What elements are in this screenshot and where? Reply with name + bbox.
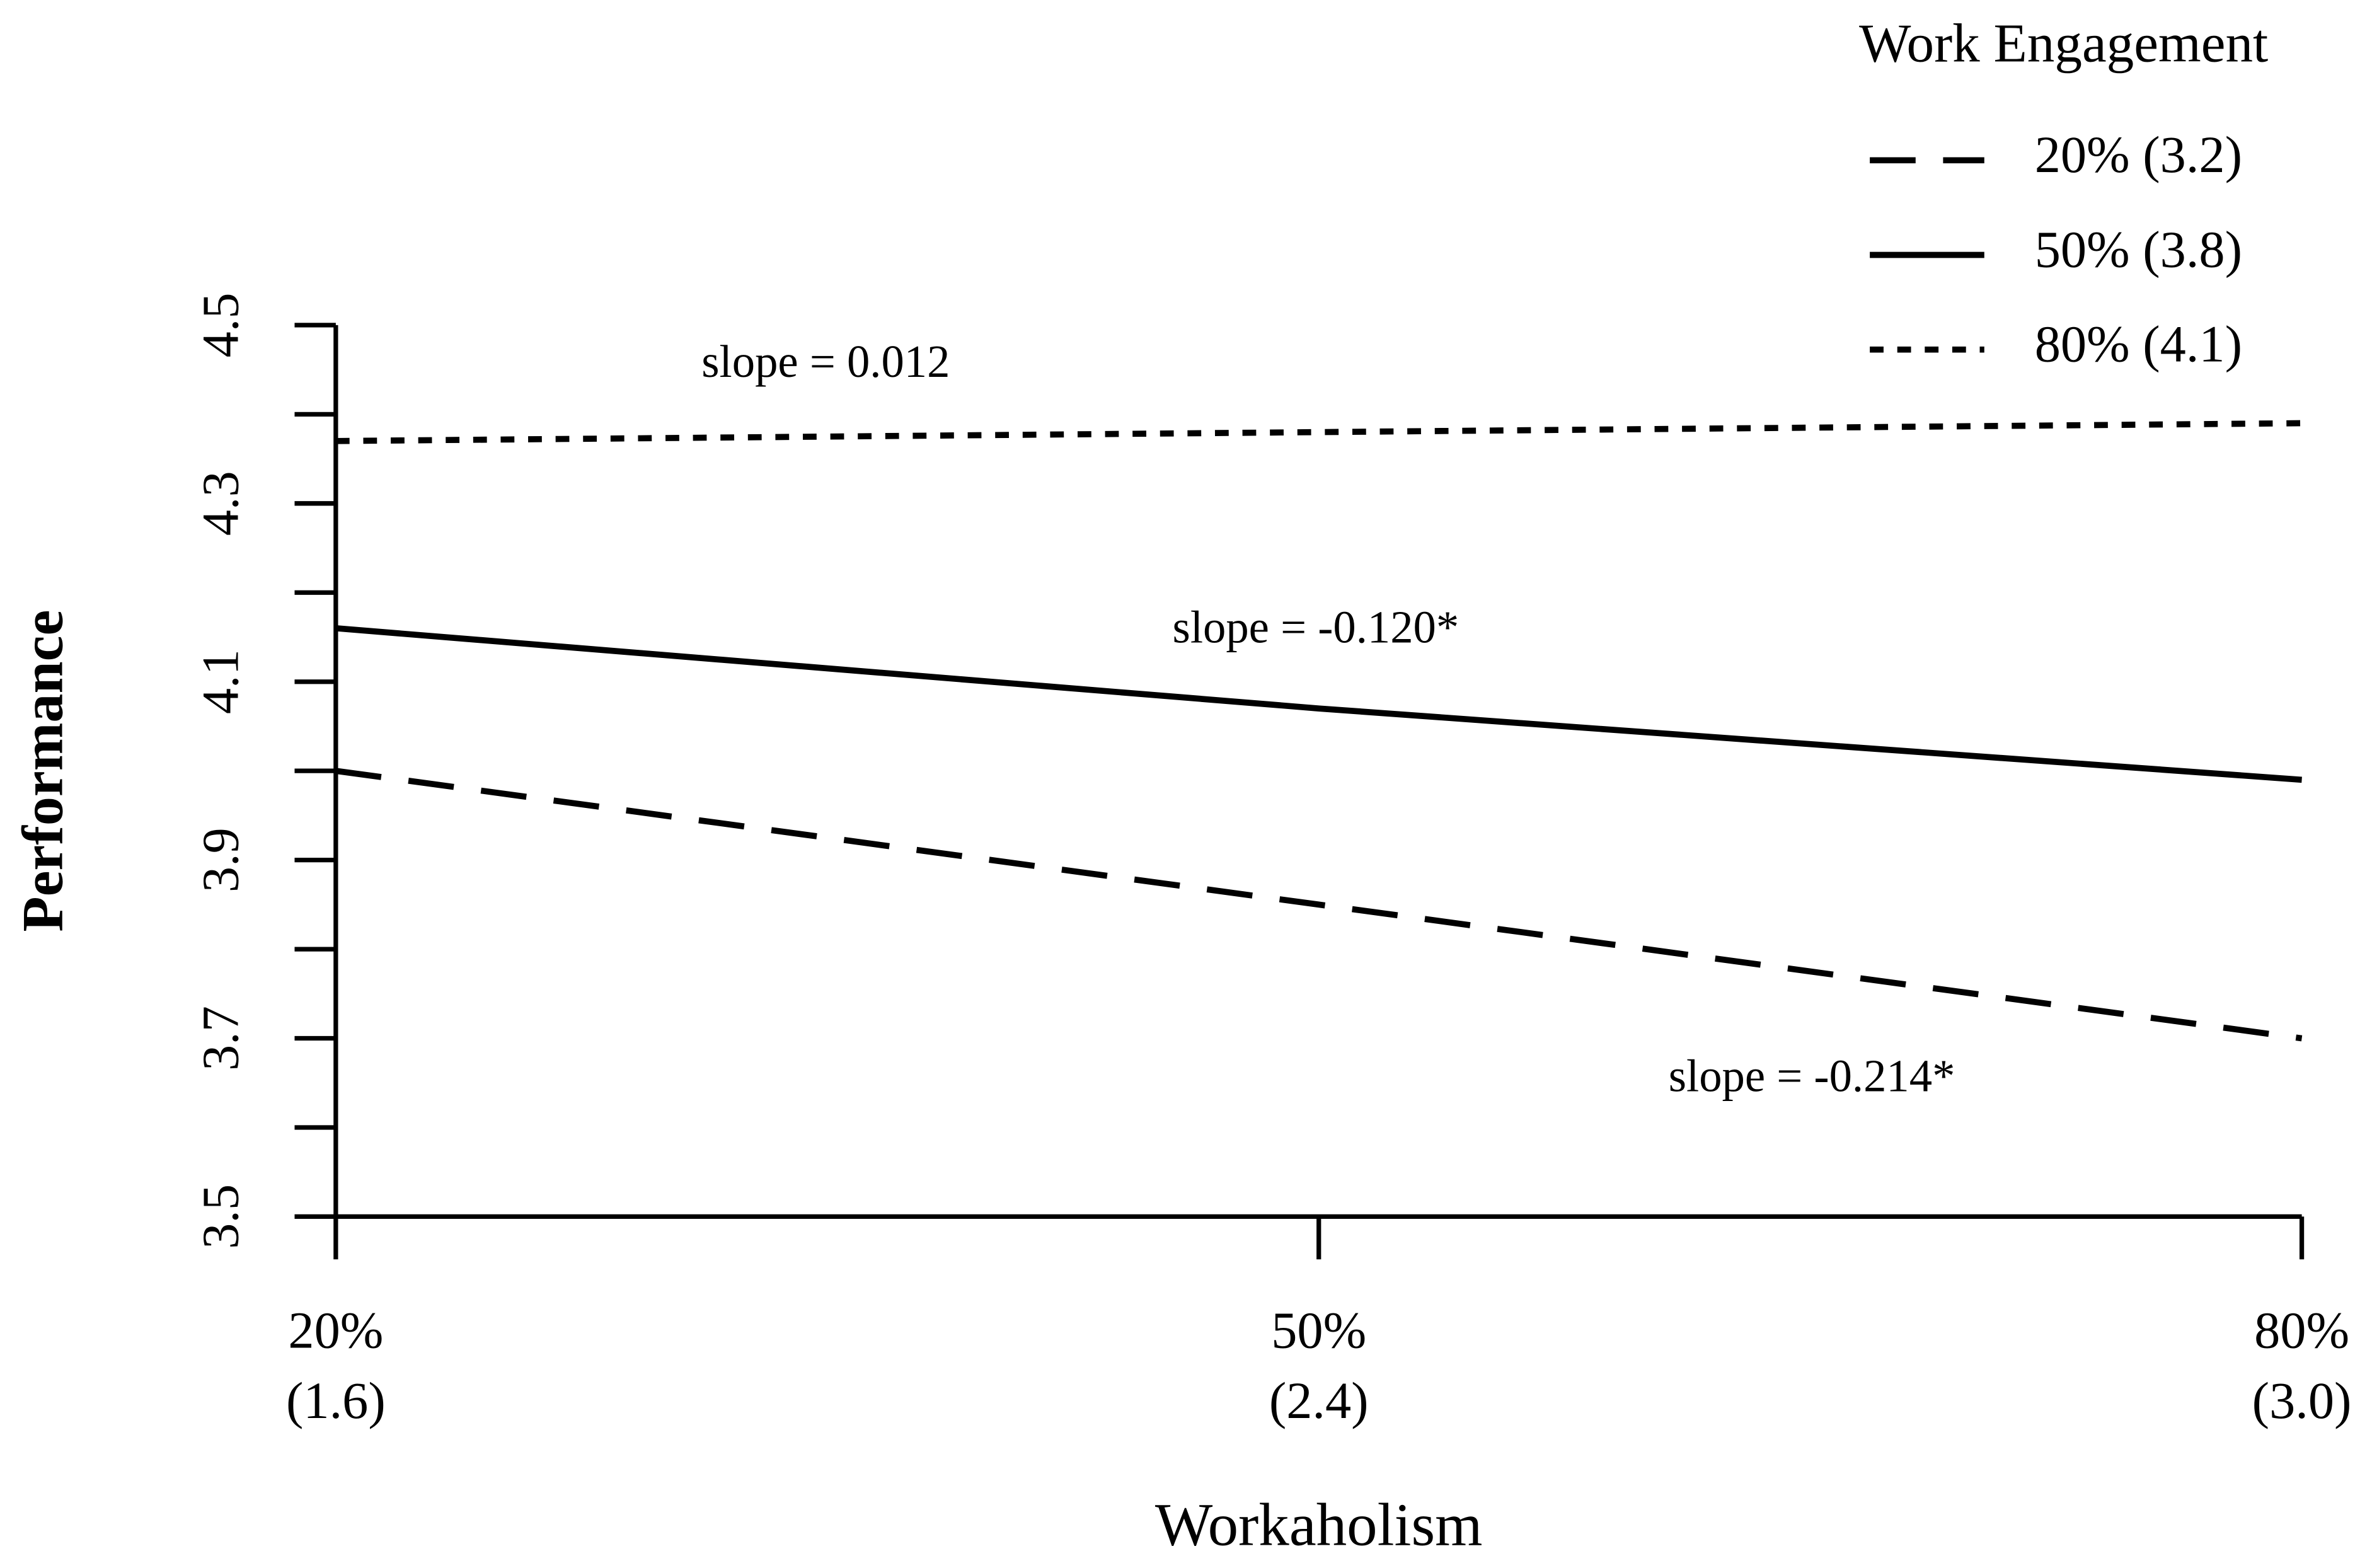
legend-title: Work Engagement — [1859, 13, 2268, 74]
y-tick-label: 4.1 — [192, 649, 249, 714]
legend-label: 50% (3.8) — [2035, 221, 2242, 278]
x-tick-label: 80% (3.0) — [2252, 1301, 2352, 1429]
legend-label: 20% (3.2) — [2035, 126, 2242, 183]
x-axis-label: Workaholism — [1155, 1491, 1483, 1559]
legend-label: 80% (4.1) — [2035, 316, 2242, 373]
x-tick-label: 50% (2.4) — [1269, 1301, 1369, 1429]
y-axis-label: Performance — [11, 610, 75, 932]
annotation: slope = 0.012 — [701, 336, 950, 387]
series-line — [335, 768, 2303, 1042]
y-tick-label: 4.3 — [192, 471, 249, 536]
x-tick-label: 20% (1.6) — [286, 1301, 386, 1429]
annotation: slope = -0.214* — [1669, 1051, 1955, 1102]
annotation: slope = -0.120* — [1173, 601, 1459, 652]
series-line — [335, 625, 2302, 783]
y-tick-label: 3.7 — [192, 1006, 249, 1071]
y-tick-label: 3.5 — [192, 1184, 249, 1249]
y-tick-label: 4.5 — [192, 292, 249, 357]
y-tick-label: 3.9 — [192, 827, 249, 892]
